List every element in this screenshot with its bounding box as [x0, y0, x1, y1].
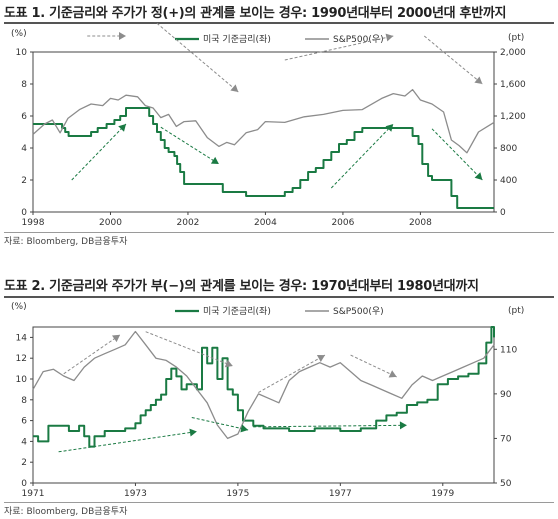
trend-arrow-head: [388, 370, 397, 378]
right-axis-tick-label: 110: [500, 345, 517, 355]
figure-2-title-rule: [4, 296, 554, 298]
trend-arrow-line: [154, 22, 239, 93]
rate-series-line: [33, 326, 495, 448]
figure-1-title-rule: [4, 22, 554, 24]
right-axis-tick-label: 1,200: [500, 112, 526, 122]
legend-spx-label: S&P500(우): [333, 306, 384, 317]
trend-arrow-line: [71, 123, 127, 181]
plot-frame: [32, 51, 495, 213]
left-axis-tick-label: 0: [21, 479, 27, 489]
figure-2-source-rule: [4, 502, 554, 503]
figure-2-source: 자료: Bloomberg, DB금융투자: [4, 507, 128, 517]
right-axis-tick-label: 800: [500, 144, 517, 154]
left-axis-tick-label: 2: [21, 458, 27, 468]
left-axis-tick-label: 4: [21, 144, 27, 154]
right-axis-tick-label: 400: [500, 176, 517, 186]
x-axis-tick-label: 1998: [22, 218, 45, 228]
trend-arrow-line: [258, 354, 326, 393]
trend-arrow-head: [399, 421, 407, 430]
trend-arrow-head: [189, 428, 197, 437]
chart-1: 0 2 4 6 8 10 0 400 800 1,200 1,600 2,000 1998 2000 200…: [11, 22, 526, 228]
figure-1-source: 자료: Bloomberg, DB금융투자: [4, 237, 128, 247]
left-axis-tick-label: 8: [21, 396, 27, 406]
figure-2-title: 도표 2. 기준금리와 주가가 부(−)의 관계를 보이는 경우: 1970년대…: [4, 279, 479, 294]
plot-frame: [32, 326, 495, 484]
left-axis-tick-label: 12: [16, 354, 27, 364]
figure-1-source-rule: [4, 232, 554, 233]
chart-2: 0 2 4 6 8 10 12 14 50 70 90 110 1971 1973 1975 1977 1979…: [11, 302, 524, 499]
spx-series-line: [32, 88, 495, 154]
trend-arrow-head: [112, 334, 121, 343]
trend-arrow-line: [145, 331, 233, 367]
right-axis-tick-label: 0: [500, 208, 506, 218]
x-axis-tick-label: 1979: [431, 489, 454, 499]
x-axis-tick-label: 1971: [22, 489, 45, 499]
legend-rate-label: 미국 기준금리(좌): [203, 34, 271, 45]
left-axis-tick-label: 4: [21, 437, 27, 447]
trend-arrow-line: [284, 35, 394, 61]
left-axis-unit: (%): [11, 302, 27, 312]
trend-arrow-line: [58, 431, 197, 453]
trend-arrow-head: [240, 424, 249, 433]
right-axis-tick-label: 90: [500, 390, 512, 400]
trend-arrow-head: [316, 355, 325, 362]
trend-arrow-head: [224, 359, 233, 368]
left-axis-tick-label: 8: [21, 80, 27, 90]
trend-arrow-head: [474, 76, 483, 84]
trend-arrow-head: [385, 124, 394, 132]
legend-rate-label: 미국 기준금리(좌): [203, 306, 271, 317]
left-axis-tick-label: 0: [21, 208, 27, 218]
trend-arrow-head: [230, 84, 239, 92]
left-axis-tick-label: 6: [21, 112, 27, 122]
trend-arrow-head: [210, 156, 219, 164]
right-axis-tick-label: 1,600: [500, 80, 526, 90]
left-axis-tick-label: 10: [16, 375, 28, 385]
right-axis-tick-label: 70: [500, 434, 512, 444]
trend-arrow-head: [118, 124, 126, 132]
left-axis-tick-label: 10: [16, 48, 28, 58]
x-axis-tick-label: 1973: [124, 489, 147, 499]
trend-arrow-head: [119, 32, 126, 40]
legend-spx-label: S&P500(우): [333, 34, 384, 45]
right-axis-unit: (pt): [508, 306, 524, 316]
left-axis-unit: (%): [11, 29, 27, 39]
trend-arrow-line: [160, 126, 220, 165]
x-axis-tick-label: 1977: [329, 489, 352, 499]
x-axis-tick-label: 2000: [99, 218, 122, 228]
x-axis-tick-label: 2002: [177, 218, 200, 228]
trend-arrow-line: [253, 424, 407, 428]
trend-arrow-line: [330, 123, 394, 189]
trend-arrow-head: [474, 172, 483, 180]
trend-arrow-line: [350, 354, 397, 378]
right-axis-tick-label: 50: [500, 479, 512, 489]
left-axis-tick-label: 6: [21, 417, 27, 427]
trend-arrow-line: [431, 128, 483, 181]
left-axis-tick-label: 2: [21, 176, 27, 186]
x-axis-tick-label: 2008: [409, 218, 432, 228]
right-axis-tick-label: 2,000: [500, 48, 526, 58]
x-axis-tick-label: 2004: [254, 218, 277, 228]
trend-arrow-line: [423, 35, 483, 85]
x-axis-tick-label: 1975: [226, 489, 249, 499]
x-axis-tick-label: 2006: [331, 218, 354, 228]
figure-1-title: 도표 1. 기준금리와 주가가 정(+)의 관계를 보이는 경우: 1990년대…: [4, 6, 507, 21]
rate-series-line: [33, 107, 494, 209]
trend-arrow-line: [63, 334, 121, 375]
spx-series-line: [32, 330, 495, 440]
left-axis-tick-label: 14: [16, 333, 28, 343]
trend-arrow-head: [385, 33, 394, 42]
right-axis-unit: (pt): [508, 33, 524, 43]
